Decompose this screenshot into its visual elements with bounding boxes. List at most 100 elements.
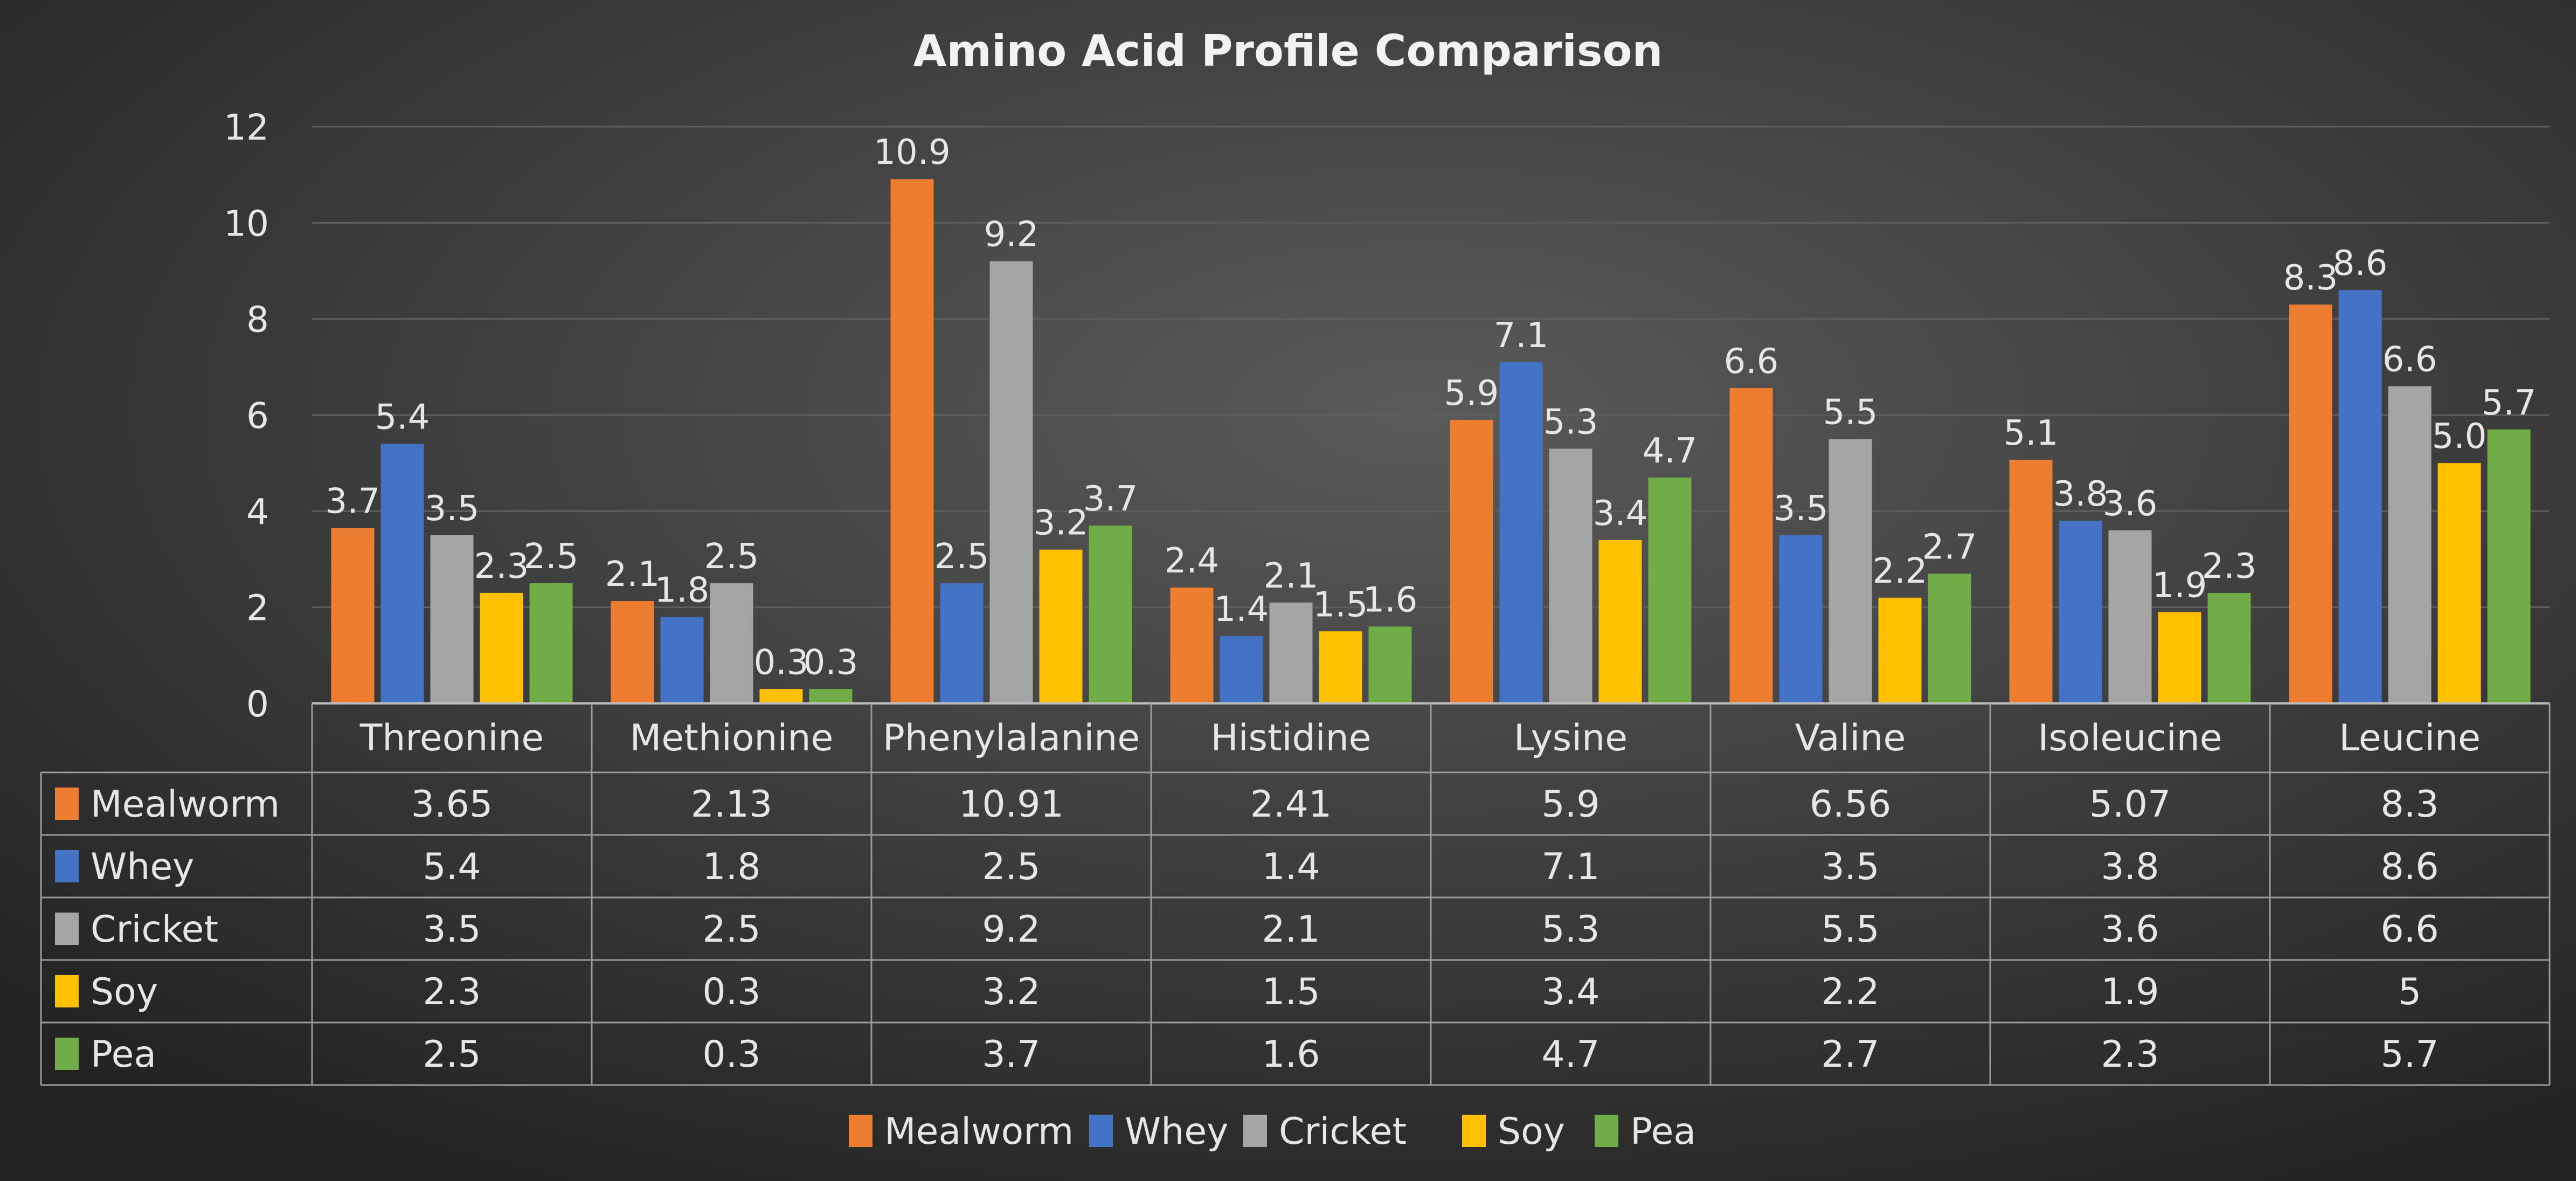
bar-soy	[1039, 549, 1083, 703]
table-cell: 2.1	[1262, 908, 1320, 951]
bar-whey	[2059, 521, 2102, 703]
data-label: 3.4	[1593, 494, 1648, 534]
table-cell: 3.2	[982, 971, 1040, 1013]
data-label: 10.9	[874, 133, 951, 172]
data-label: 6.6	[2383, 340, 2437, 380]
category-label: Leucine	[2339, 717, 2481, 759]
data-label: 5.0	[2432, 417, 2487, 457]
legend-key-soy	[55, 975, 79, 1007]
legend-swatch-whey	[1089, 1115, 1113, 1147]
data-label: 3.7	[1083, 479, 1138, 519]
bar-soy	[2437, 463, 2481, 703]
bar-pea	[1928, 574, 1971, 703]
data-label: 8.3	[2283, 258, 2338, 298]
table-cell: 3.7	[982, 1033, 1040, 1076]
data-label: 1.9	[2152, 566, 2207, 606]
bar-soy	[2158, 612, 2201, 703]
y-tick-label: 4	[246, 491, 269, 533]
data-label: 2.5	[934, 537, 989, 577]
bar-mealworm	[890, 179, 934, 704]
table-cell: 5	[2398, 971, 2421, 1013]
data-label: 2.1	[1264, 556, 1319, 596]
bar-whey	[380, 444, 424, 703]
bar-whey	[1499, 362, 1543, 703]
data-label: 8.6	[2333, 244, 2388, 284]
category-label: Valine	[1795, 717, 1906, 759]
legend-key-cricket	[55, 913, 79, 945]
bar-soy	[1319, 631, 1362, 703]
data-label: 5.7	[2482, 383, 2537, 423]
data-label: 9.2	[984, 215, 1039, 255]
category-label: Histidine	[1211, 717, 1372, 759]
category-label: Threonine	[359, 717, 544, 759]
table-cell: 2.5	[982, 846, 1040, 888]
bar-soy	[759, 689, 803, 703]
data-label: 2.1	[605, 555, 660, 595]
table-cell: 6.56	[1810, 783, 1891, 826]
legend-key-mealworm	[55, 788, 79, 820]
legend-key-pea	[55, 1038, 79, 1070]
bar-pea	[1368, 626, 1412, 703]
category-label: Methionine	[630, 717, 834, 759]
table-cell: 1.5	[1262, 971, 1320, 1013]
data-label: 5.5	[1823, 393, 1878, 433]
bar-pea	[2207, 592, 2251, 703]
data-label: 2.5	[704, 537, 759, 577]
table-cell: 2.41	[1250, 783, 1332, 826]
table-cell: 2.5	[702, 908, 760, 951]
data-label: 6.6	[1724, 342, 1779, 382]
bar-cricket	[2388, 386, 2432, 703]
bar-cricket	[710, 583, 753, 703]
table-cell: 2.3	[423, 971, 481, 1013]
table-cell: 0.3	[702, 971, 760, 1013]
table-cell: 5.4	[423, 846, 481, 888]
data-label: 7.1	[1494, 316, 1549, 356]
legend-label: Soy	[1498, 1110, 1565, 1153]
y-tick-label: 6	[246, 395, 269, 437]
bar-cricket	[989, 261, 1033, 704]
data-label: 2.3	[2202, 547, 2257, 586]
category-label: Phenylalanine	[883, 717, 1140, 759]
bar-cricket	[2108, 530, 2152, 703]
data-label: 2.4	[1165, 541, 1220, 581]
data-label: 5.3	[1543, 402, 1598, 442]
data-label: 2.3	[474, 547, 529, 586]
data-label: 2.5	[524, 537, 579, 577]
bar-pea	[2487, 429, 2531, 703]
table-series-label: Soy	[91, 971, 158, 1013]
category-label: Lysine	[1514, 717, 1628, 759]
data-label: 2.2	[1873, 551, 1928, 591]
bar-whey	[2338, 290, 2382, 703]
table-cell: 3.65	[411, 783, 493, 826]
category-label: Isoleucine	[2038, 717, 2222, 759]
table-cell: 1.6	[1262, 1033, 1320, 1076]
table-cell: 3.6	[2101, 908, 2159, 951]
data-label: 1.4	[1214, 590, 1269, 630]
table-cell: 3.8	[2101, 846, 2159, 888]
data-label: 5.4	[375, 398, 430, 438]
table-cell: 5.9	[1541, 783, 1599, 826]
table-cell: 2.3	[2101, 1033, 2159, 1076]
table-cell: 1.9	[2101, 971, 2159, 1013]
legend-swatch-soy	[1462, 1115, 1486, 1147]
bar-soy	[480, 592, 523, 703]
data-label: 5.9	[1444, 374, 1499, 413]
data-label: 3.8	[2053, 474, 2108, 514]
data-label: 4.7	[1643, 431, 1698, 471]
chart-title: Amino Acid Profile Comparison	[913, 26, 1663, 76]
table-cell: 7.1	[1541, 846, 1599, 888]
data-label: 5.1	[2004, 413, 2059, 453]
data-label: 0.3	[754, 643, 809, 682]
y-tick-label: 12	[224, 107, 269, 148]
bar-mealworm	[1729, 388, 1773, 703]
data-label: 2.7	[1922, 527, 1977, 567]
bar-pea	[529, 583, 573, 703]
table-cell: 6.6	[2380, 908, 2439, 951]
bar-soy	[1878, 597, 1922, 703]
bar-pea	[1648, 477, 1692, 703]
table-cell: 1.8	[702, 846, 760, 888]
table-cell: 1.4	[1262, 846, 1320, 888]
table-cell: 3.5	[423, 908, 481, 951]
legend-label: Mealworm	[884, 1110, 1074, 1153]
